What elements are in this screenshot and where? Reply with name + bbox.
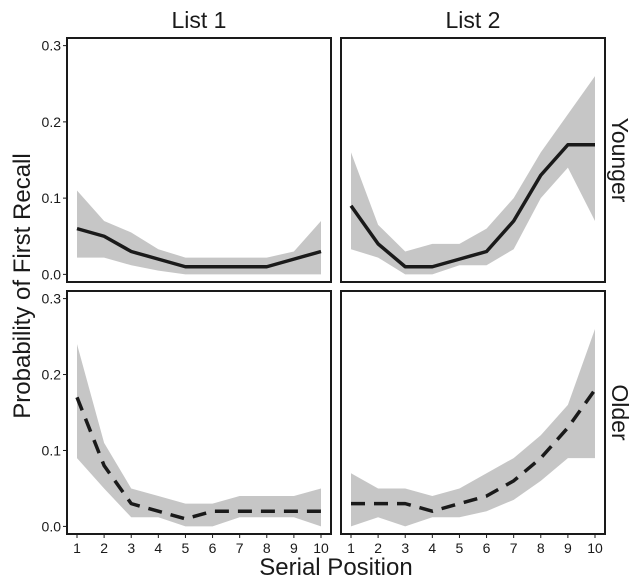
y-tick-label: 0.0	[42, 518, 62, 534]
y-tick-label: 0.2	[42, 367, 62, 383]
x-tick-label: 5	[456, 540, 464, 556]
confidence-band	[351, 329, 595, 526]
x-axis-title: Serial Position	[259, 554, 412, 580]
x-tick-label: 4	[428, 540, 436, 556]
y-tick-label: 0.3	[42, 38, 62, 54]
row-label-younger: Younger	[607, 118, 631, 203]
x-tick-label: 6	[209, 540, 217, 556]
column-label-1: List 1	[172, 7, 227, 33]
x-tick-label: 7	[510, 540, 518, 556]
x-tick-label: 5	[182, 540, 190, 556]
y-tick-label: 0.3	[42, 291, 62, 307]
y-tick-label: 0.2	[42, 114, 62, 130]
x-tick-label: 6	[483, 540, 491, 556]
row-label-older: Older	[607, 384, 631, 441]
x-tick-label: 3	[127, 540, 135, 556]
panel-list2-younger	[341, 38, 605, 282]
panel-list1-younger	[67, 38, 331, 282]
y-tick-label: 0.1	[42, 442, 62, 458]
panel-list1-older	[67, 291, 331, 534]
column-label-2: List 2	[446, 7, 501, 33]
confidence-band	[77, 344, 321, 526]
x-tick-label: 9	[564, 540, 572, 556]
y-tick-label: 0.1	[42, 190, 62, 206]
x-tick-label: 1	[73, 540, 81, 556]
y-axis-title: Probability of First Recall	[9, 153, 36, 418]
x-tick-label: 2	[100, 540, 108, 556]
panel-list2-older	[341, 291, 605, 534]
y-tick-label: 0.0	[42, 266, 62, 282]
confidence-band	[351, 76, 595, 274]
x-tick-label: 7	[236, 540, 244, 556]
x-tick-label: 4	[154, 540, 162, 556]
x-tick-label: 10	[587, 540, 603, 556]
x-tick-label: 8	[537, 540, 545, 556]
